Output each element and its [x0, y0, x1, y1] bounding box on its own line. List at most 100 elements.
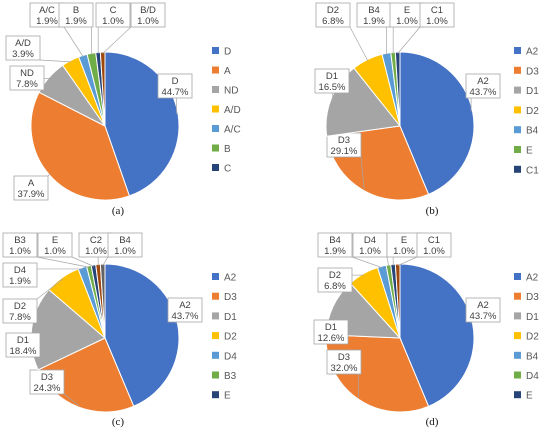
legend-swatch [514, 165, 521, 173]
legend-swatch [212, 86, 219, 93]
data-label-category: A/D [15, 38, 31, 49]
data-label-category: E [52, 235, 58, 246]
data-label-box [315, 2, 351, 28]
data-label-box [130, 2, 166, 28]
data-label-value: 1.9% [363, 16, 385, 27]
legend-label: D3 [526, 66, 539, 77]
data-label-value: 1.0% [102, 16, 124, 27]
panel-label: (b) [426, 205, 439, 217]
data-label-category: B/D [140, 5, 156, 16]
leader-line [71, 256, 94, 267]
legend-swatch [212, 66, 219, 74]
data-label-category: B4 [368, 5, 380, 16]
data-label-box [2, 232, 38, 258]
data-label-category: D1 [17, 335, 29, 346]
pie-slice [99, 51, 106, 127]
pie-chart-2: A243.7%D329.1%D116.5%D26.8%B41.9%E1.0%C1… [314, 2, 501, 201]
data-label-category: D1 [325, 322, 337, 333]
legend-swatch [212, 292, 219, 300]
legend-swatch [514, 106, 521, 114]
data-label-value: 1.0% [393, 246, 415, 257]
data-label-category: D3 [338, 352, 350, 363]
legend-swatch [212, 164, 219, 171]
legend-label: D [224, 47, 231, 58]
legend-swatch [212, 351, 219, 359]
data-label-box [9, 65, 45, 91]
legend-label: D4 [526, 371, 539, 382]
data-label-box [326, 132, 362, 158]
data-label-value: 18.4% [10, 346, 37, 357]
data-label-value: 43.7% [470, 311, 497, 322]
legend-label: D3 [526, 292, 539, 303]
data-label-value: 1.0% [423, 246, 445, 257]
leader-line [63, 393, 80, 407]
data-label-box [465, 297, 501, 323]
data-label-box [13, 175, 49, 201]
panel-label: (d) [426, 416, 439, 428]
pie-slice [399, 263, 475, 407]
pie-slice [30, 289, 106, 371]
data-label-value: 6.8% [322, 16, 344, 27]
data-label-category: B3 [14, 235, 26, 246]
data-label-category: D2 [14, 301, 26, 312]
legend-swatch [514, 371, 521, 379]
data-label-box [314, 68, 350, 94]
leader-line [36, 256, 90, 268]
legend-label: B4 [526, 351, 539, 362]
data-label-box [317, 267, 353, 293]
data-label-value: 43.7% [470, 87, 497, 98]
data-label-box [2, 262, 38, 288]
data-label-value: 1.0% [137, 16, 159, 27]
legend-label: D2 [526, 106, 539, 117]
data-label-category: E [401, 235, 407, 246]
data-label-value: 1.0% [359, 246, 381, 257]
data-label-value: 1.0% [396, 16, 418, 27]
data-label-category: C1 [431, 5, 443, 16]
legend-label: E [224, 391, 231, 402]
data-label-value: 7.8% [9, 312, 31, 323]
data-label-value: 12.6% [318, 333, 345, 344]
data-label-value: 1.9% [65, 16, 87, 27]
legend-label: D3 [224, 292, 237, 303]
data-label-box [326, 349, 362, 375]
data-label-box [5, 35, 41, 61]
leader-line [102, 26, 132, 54]
data-label-category: D2 [329, 270, 341, 281]
legend-swatch [514, 86, 521, 94]
legend-label: ND [224, 86, 238, 97]
legend: A2 D3 D1 D2 D4 B3 E [212, 273, 237, 402]
data-label-value: 1.9% [36, 16, 58, 27]
legend-label: D1 [224, 312, 237, 323]
legend-label: C1 [526, 165, 539, 176]
pie-slice [394, 263, 401, 339]
data-label-box [416, 232, 452, 258]
data-label-value: 7.8% [16, 79, 38, 90]
legend: A2 D3 D1 D2 B4 E C1 [514, 47, 539, 176]
data-label-value: 1.9% [324, 246, 346, 257]
data-label-category: B [73, 5, 79, 16]
data-label-value: 32.0% [331, 363, 358, 374]
data-label-category: D1 [326, 71, 338, 82]
data-label-box [107, 232, 143, 258]
legend-label: D2 [224, 332, 237, 343]
leader-line [351, 256, 383, 269]
legend-swatch [514, 146, 521, 153]
leader-line [386, 256, 390, 267]
legend-swatch [514, 332, 521, 340]
data-label-value: 1.0% [114, 246, 136, 257]
data-label-value: 43.7% [172, 311, 199, 322]
leader-line [397, 256, 418, 266]
legend-swatch [514, 66, 521, 74]
pie-slice [394, 51, 401, 127]
data-label-box [29, 369, 65, 395]
leader-line [102, 256, 109, 266]
legend-label: A/C [224, 125, 241, 136]
legend: A2 D3 D1 D2 B4 D4 E [514, 273, 539, 402]
data-label-category: D4 [364, 235, 376, 246]
data-label-category: A2 [179, 300, 191, 311]
legend-label: B4 [526, 126, 539, 137]
leader-line [36, 278, 64, 300]
pie-chart-1: D44.7%A37.9%ND7.8%A/D3.9%A/C1.9%B1.9%C1.… [5, 2, 193, 201]
legend-swatch [212, 47, 219, 54]
